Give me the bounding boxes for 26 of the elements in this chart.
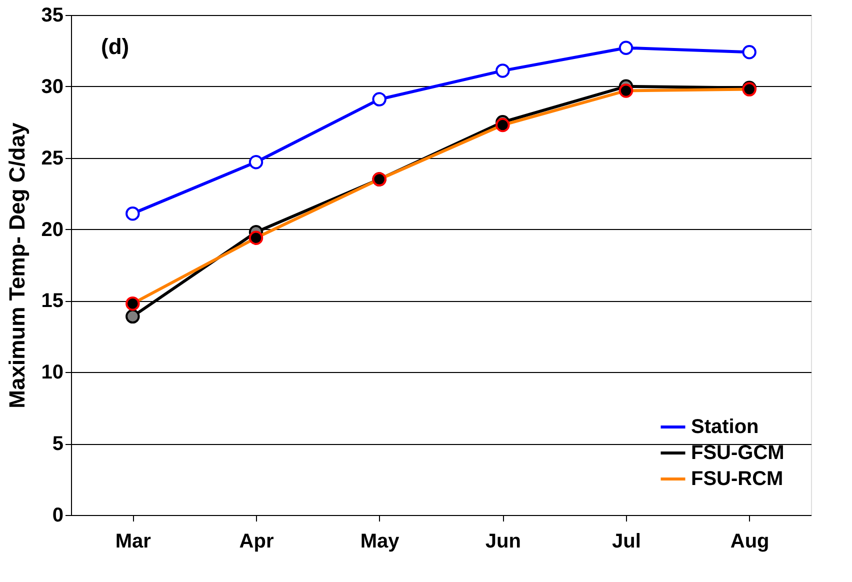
point [372, 92, 386, 106]
x-tick-label: Apr [239, 530, 274, 552]
y-axis-title: Maximum Temp- Deg C/day [4, 122, 30, 408]
x-tick-label: Aug [730, 530, 770, 552]
x-tick-label: Jul [612, 530, 641, 552]
y-tick-label: 0 [52, 504, 64, 526]
x-tick-label: May [360, 530, 400, 552]
point [126, 309, 140, 324]
point [618, 40, 634, 55]
legend-label: FSU-GCM [691, 442, 784, 464]
point [496, 64, 510, 78]
legend-label: FSU-RCM [691, 468, 784, 490]
y-tick-label: 15 [41, 290, 64, 312]
point [126, 206, 140, 221]
point [248, 155, 264, 170]
annotation: (d) [101, 34, 130, 59]
y-tick-label: 5 [52, 433, 64, 456]
y-tick-label: 30 [41, 76, 64, 98]
y-tick-label: 20 [41, 218, 64, 241]
y-tick-label: 35 [41, 4, 64, 26]
point [742, 45, 756, 60]
legend-label: Station [691, 416, 759, 438]
x-tick-label: Jun [485, 530, 521, 552]
x-tick-label: Mar [115, 530, 152, 552]
y-tick-label: 10 [41, 362, 64, 384]
y-tick-label: 25 [41, 147, 64, 170]
